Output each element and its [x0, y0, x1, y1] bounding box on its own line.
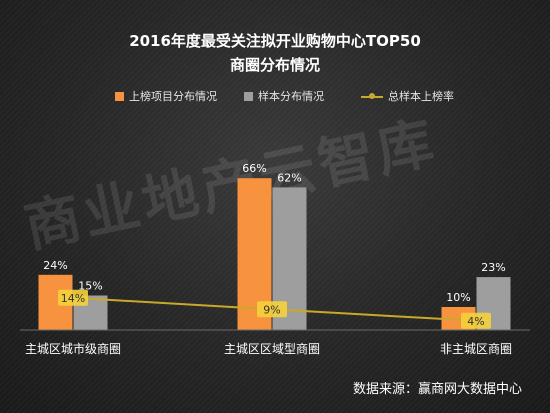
category-label-0: 主城区城市级商圈 [25, 341, 121, 356]
data-label-sample-2: 23% [481, 261, 505, 274]
legend-item-rate: 总样本上榜率 [361, 88, 454, 104]
data-label-sample-1: 62% [277, 171, 301, 184]
category-label-2: 非主城区商圈 [440, 341, 512, 356]
data-label-listed-0: 24% [43, 259, 67, 272]
legend-label-listed: 上榜项目分布情况 [129, 90, 217, 103]
rate-label-bg-1 [257, 301, 287, 318]
legend-swatch-rate [361, 92, 383, 101]
rate-label-bg-0 [58, 289, 88, 306]
rate-label-0: 14% [61, 292, 85, 305]
legend-label-sample: 样本分布情况 [258, 90, 324, 103]
chart-title-line2: 商圈分布情况 [229, 56, 320, 74]
data-label-listed-1: 66% [242, 162, 266, 175]
rate-label-bg-2 [461, 312, 491, 329]
category-label-1: 主城区区域型商圈 [224, 341, 320, 356]
legend-label-rate: 总样本上榜率 [388, 90, 454, 103]
legend-swatch-listed [115, 91, 124, 101]
data-label-listed-2: 10% [446, 291, 470, 304]
legend-swatch-sample [244, 91, 253, 101]
rate-label-2: 4% [467, 315, 484, 328]
data-label-sample-0: 15% [78, 280, 102, 293]
chart-title-line1: 2016年度最受关注拟开业购物中心TOP50 [129, 32, 421, 50]
legend-item-listed: 上榜项目分布情况 [115, 88, 217, 104]
rate-label-1: 9% [263, 303, 280, 316]
legend-item-sample: 样本分布情况 [244, 88, 324, 104]
legend: 上榜项目分布情况 样本分布情况 总样本上榜率 [0, 88, 550, 106]
source-note: 数据来源：赢商网大数据中心 [352, 382, 522, 397]
